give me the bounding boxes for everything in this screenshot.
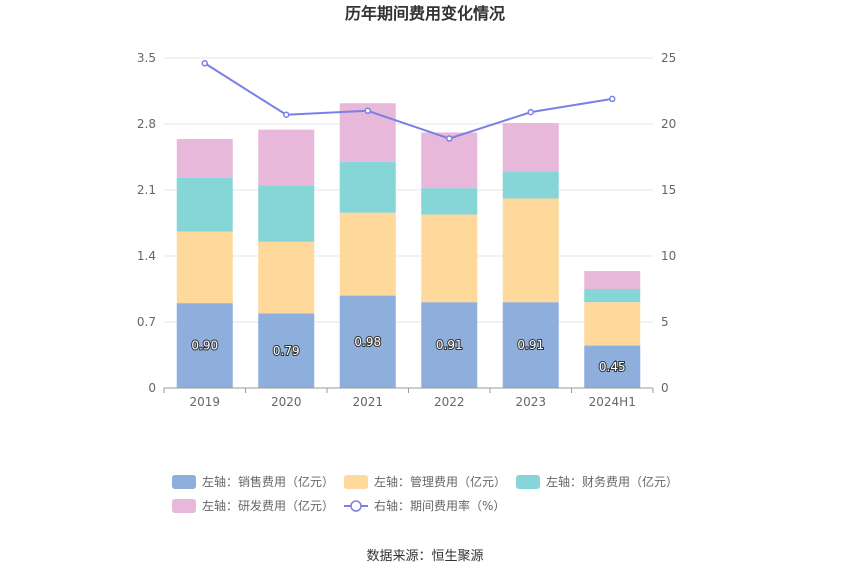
bar-segment [421, 302, 478, 388]
y-right-tick-label: 0 [661, 381, 669, 395]
y-left-tick-label: 2.8 [137, 117, 156, 131]
bar-segment [339, 295, 396, 388]
y-right-tick-label: 15 [661, 183, 676, 197]
x-tick-label: 2023 [515, 395, 546, 409]
y-left-tick-label: 1.4 [137, 249, 156, 263]
bar-data-label: 0.45 [599, 360, 626, 374]
y-left-tick-label: 2.1 [137, 183, 156, 197]
grid-lines [164, 57, 653, 323]
y-left-tick-label: 3.5 [137, 51, 156, 65]
bar-labels: 0.90 0.79 0.98 0.91 0.91 0.45 [190, 334, 626, 375]
x-tick-label: 2021 [352, 395, 383, 409]
bar-segment [176, 177, 233, 232]
bar-segment [258, 129, 315, 186]
bar-segment [339, 161, 396, 213]
legend-label: 左轴：管理费用（亿元） [374, 474, 506, 489]
bar-segment [176, 139, 233, 178]
rate-line-path [204, 62, 613, 140]
y-right-tick-label: 5 [661, 315, 669, 329]
rate-line-point [609, 95, 616, 103]
bar-data-label: 0.90 [191, 339, 218, 353]
legend-label: 左轴：财务费用（亿元） [546, 474, 678, 489]
x-tick-label: 2022 [434, 395, 465, 409]
legend-swatch [172, 475, 196, 489]
axes: 0 0.7 1.4 2.1 2.8 3.5 0 5 10 15 20 25 2019 2020 2021 20… [137, 51, 676, 409]
bar-segment [421, 214, 478, 303]
bar-segment [502, 302, 559, 388]
bar-data-label: 0.91 [517, 338, 544, 352]
rate-line-point [527, 108, 534, 116]
y-left-tick-label: 0 [148, 381, 156, 395]
bar-data-label: 0.98 [354, 335, 381, 349]
bar-segment [502, 123, 559, 172]
legend-label: 左轴：研发费用（亿元） [202, 498, 334, 513]
legend-swatch [344, 475, 368, 489]
bar-segment [584, 345, 641, 388]
x-tick-label: 2024H1 [589, 395, 636, 409]
bar-segment [584, 271, 641, 289]
y-right-tick-label: 10 [661, 249, 676, 263]
y-right-tick-label: 20 [661, 117, 676, 131]
data-source: 数据来源：恒生聚源 [366, 549, 483, 564]
bar-segment [421, 188, 478, 215]
bar-segment [258, 241, 315, 314]
legend-label: 左轴：销售费用（亿元） [202, 474, 334, 489]
bars [176, 103, 641, 388]
bar-segment [176, 231, 233, 304]
bar-segment [584, 289, 641, 303]
x-tick-label: 2019 [189, 395, 220, 409]
bar-segment [258, 185, 315, 242]
y-left-tick-label: 0.7 [137, 315, 156, 329]
legend-line-marker [350, 500, 362, 512]
bar-segment [258, 313, 315, 388]
y-right-tick-label: 25 [661, 51, 676, 65]
rate-line-point [201, 60, 208, 67]
bar-data-label: 0.91 [436, 338, 463, 352]
bar-segment [176, 303, 233, 388]
bar-segment [502, 198, 559, 303]
rate-line-point [446, 135, 453, 142]
legend-label: 右轴：期间费用率（%） [374, 498, 505, 513]
chart-title: 历年期间费用变化情况 [345, 4, 505, 23]
legend: 左轴：销售费用（亿元） 左轴：管理费用（亿元） 左轴：财务费用（亿元） 左轴：研发费用… [172, 474, 678, 513]
legend-swatch [516, 475, 540, 489]
x-tick-label: 2020 [271, 395, 302, 409]
bar-segment [584, 302, 641, 346]
rate-line-point [283, 111, 290, 119]
bar-segment [502, 171, 559, 199]
legend-swatch [172, 499, 196, 513]
bar-segment [339, 212, 396, 296]
rate-line-point [364, 107, 371, 115]
bar-data-label: 0.79 [273, 344, 300, 358]
rate-line [201, 60, 616, 142]
